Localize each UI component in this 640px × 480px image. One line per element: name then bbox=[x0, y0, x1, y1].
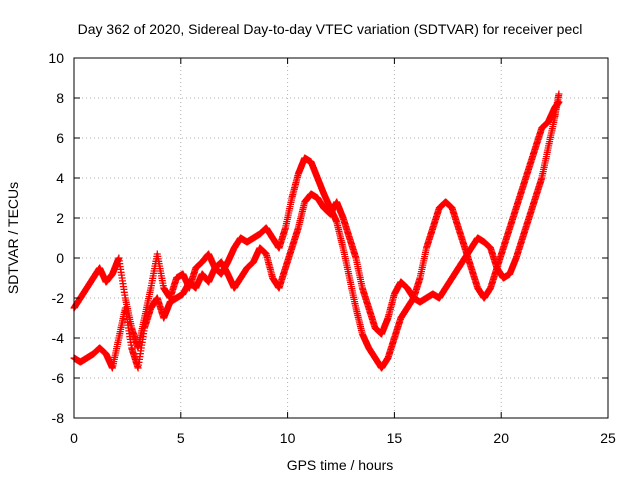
y-tick-label: -2 bbox=[52, 290, 65, 306]
chart-title: Day 362 of 2020, Sidereal Day-to-day VTE… bbox=[78, 21, 583, 37]
y-tick-label: 6 bbox=[56, 130, 64, 146]
axis-ticks: 0 5 10 15 20 25 -8 -6 -4 -2 0 2 4 6 8 10 bbox=[48, 50, 616, 446]
series-markers bbox=[70, 98, 563, 372]
y-tick-label: 8 bbox=[56, 90, 64, 106]
x-tick-label: 10 bbox=[280, 430, 296, 446]
data-points bbox=[70, 90, 563, 372]
y-tick-label: 0 bbox=[56, 250, 64, 266]
y-axis-label: SDTVAR / TECUs bbox=[5, 182, 21, 294]
x-tick-label: 0 bbox=[70, 430, 78, 446]
y-tick-label: -8 bbox=[52, 410, 65, 426]
y-tick-label: 2 bbox=[56, 210, 64, 226]
y-tick-label: 4 bbox=[56, 170, 64, 186]
y-tick-label: -6 bbox=[52, 370, 65, 386]
x-tick-label: 25 bbox=[600, 430, 616, 446]
x-tick-label: 5 bbox=[177, 430, 185, 446]
y-tick-label: -4 bbox=[52, 330, 65, 346]
y-tick-label: 10 bbox=[48, 50, 64, 66]
series-track-b bbox=[70, 98, 563, 372]
x-axis-label: GPS time / hours bbox=[287, 457, 394, 473]
x-tick-label: 15 bbox=[387, 430, 403, 446]
x-tick-label: 20 bbox=[493, 430, 509, 446]
plot-frame bbox=[73, 57, 609, 419]
